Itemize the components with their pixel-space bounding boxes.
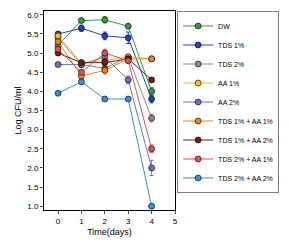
svg-text:0: 0 xyxy=(56,217,61,226)
svg-text:5: 5 xyxy=(173,217,178,226)
svg-text:3.0: 3.0 xyxy=(27,125,39,134)
svg-text:4.5: 4.5 xyxy=(27,68,39,77)
svg-text:TDS 1%: TDS 1% xyxy=(218,42,244,49)
svg-text:DW: DW xyxy=(218,23,230,30)
svg-text:3.5: 3.5 xyxy=(27,106,39,115)
svg-text:4: 4 xyxy=(149,217,154,226)
svg-text:4.0: 4.0 xyxy=(27,87,39,96)
svg-text:3: 3 xyxy=(126,217,131,226)
svg-text:1.0: 1.0 xyxy=(27,202,39,211)
svg-text:2: 2 xyxy=(103,217,108,226)
svg-text:5.0: 5.0 xyxy=(27,49,39,58)
svg-text:1.5: 1.5 xyxy=(27,183,39,192)
svg-text:TDS 1% + AA 1%: TDS 1% + AA 1% xyxy=(218,118,273,125)
svg-text:2.5: 2.5 xyxy=(27,145,39,154)
svg-text:TDS 2% + AA 2%: TDS 2% + AA 2% xyxy=(218,175,273,182)
svg-text:Time(days): Time(days) xyxy=(87,227,132,237)
svg-text:AA 2%: AA 2% xyxy=(218,99,239,106)
svg-text:TDS 2%: TDS 2% xyxy=(218,61,244,68)
svg-text:TDS 2% + AA 1%: TDS 2% + AA 1% xyxy=(218,156,273,163)
svg-text:Log CFU/ml: Log CFU/ml xyxy=(13,86,23,134)
svg-text:1: 1 xyxy=(79,217,84,226)
svg-text:AA 1%: AA 1% xyxy=(218,80,239,87)
svg-text:TDS 1% + AA 2%: TDS 1% + AA 2% xyxy=(218,137,273,144)
svg-text:5.5: 5.5 xyxy=(27,30,39,39)
svg-text:6.0: 6.0 xyxy=(27,11,39,20)
svg-text:2.0: 2.0 xyxy=(27,164,39,173)
